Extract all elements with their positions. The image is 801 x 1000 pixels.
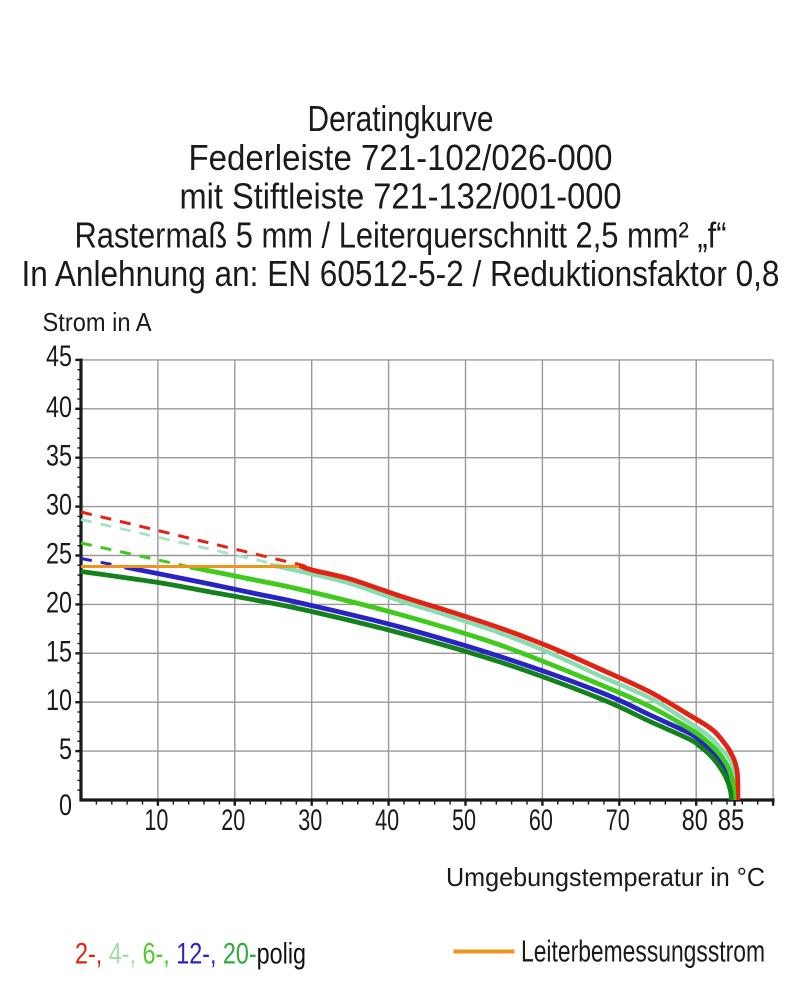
svg-text:0: 0 [59,789,72,822]
svg-text:2-, 4-, 6-, 12-, 20-polig: 2-, 4-, 6-, 12-, 20-polig [75,938,306,971]
svg-text:50: 50 [452,804,476,837]
svg-text:Leiterbemessungsstrom: Leiterbemessungsstrom [521,934,765,969]
svg-text:15: 15 [46,635,72,668]
svg-text:20: 20 [221,804,245,837]
svg-text:20: 20 [46,586,72,619]
svg-text:10: 10 [144,804,168,837]
svg-text:In Anlehnung an: EN 60512-5-2: In Anlehnung an: EN 60512-5-2 / Reduktio… [22,253,780,294]
svg-text:30: 30 [46,489,72,522]
svg-text:25: 25 [46,538,72,571]
svg-text:10: 10 [46,684,72,717]
svg-text:30: 30 [298,804,322,837]
svg-text:80: 80 [682,804,708,837]
svg-text:85: 85 [718,804,745,837]
svg-text:Umgebungstemperatur in °C: Umgebungstemperatur in °C [446,862,765,892]
svg-text:70: 70 [606,804,630,837]
svg-text:Federleiste 721-102/026-000: Federleiste 721-102/026-000 [189,137,613,178]
svg-text:45: 45 [46,340,72,373]
svg-text:35: 35 [46,440,72,473]
svg-text:Rastermaß 5 mm / Leiterquersch: Rastermaß 5 mm / Leiterquerschnitt 2,5 m… [75,214,727,255]
svg-text:mit Stiftleiste 721-132/001-00: mit Stiftleiste 721-132/001-000 [180,176,622,217]
svg-text:40: 40 [375,804,399,837]
svg-text:Strom in A: Strom in A [43,307,153,337]
svg-text:5: 5 [59,733,72,766]
svg-text:60: 60 [529,804,553,837]
svg-text:40: 40 [46,391,72,424]
svg-text:Deratingkurve: Deratingkurve [308,98,494,139]
